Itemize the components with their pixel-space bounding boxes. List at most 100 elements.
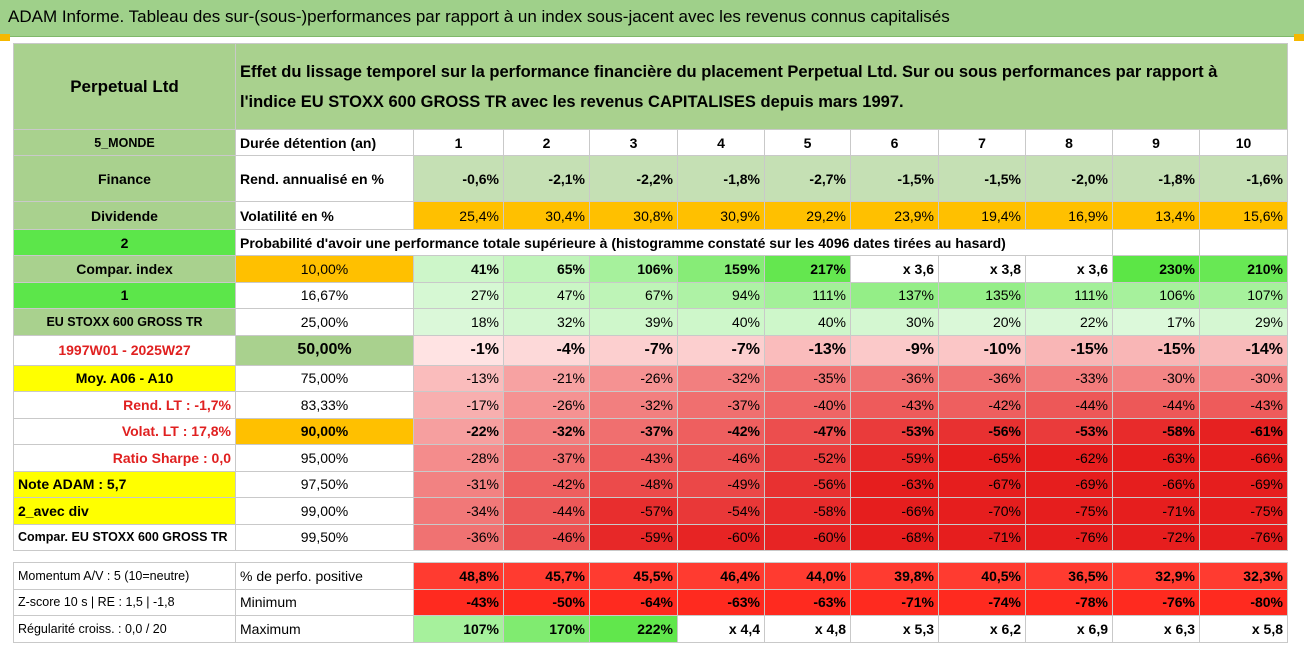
vol-value: 13,4%	[1112, 201, 1200, 230]
distribution-cell: -36%	[413, 523, 504, 551]
performance-table-container: Perpetual Ltd Effet du lissage temporel …	[13, 43, 1288, 643]
two-cell: 2	[13, 229, 236, 256]
distribution-cell: -62%	[1025, 444, 1113, 472]
distribution-cell: -76%	[1025, 523, 1113, 551]
perfo_positive-value: 48,8%	[413, 562, 504, 590]
distribution-cell: 41%	[413, 255, 504, 283]
spacer-cell	[1025, 550, 1113, 563]
performance-table: Perpetual Ltd Effet du lissage temporel …	[13, 43, 1288, 643]
rend-label: Rend. annualisé en %	[235, 155, 414, 202]
vol-value: 15,6%	[1199, 201, 1288, 230]
distribution-cell: -47%	[764, 417, 851, 445]
spacer-cell	[503, 550, 590, 563]
percentile-label: 97,50%	[235, 470, 414, 498]
distribution-cell: 135%	[938, 281, 1026, 309]
period-cell: 1997W01 - 2025W27	[13, 334, 236, 366]
distribution-cell: -30%	[1199, 364, 1288, 392]
distribution-cell: -26%	[589, 364, 678, 392]
minimum-value: -63%	[677, 588, 765, 616]
distribution-cell: 40%	[764, 308, 851, 336]
rend-value: -2,0%	[1025, 155, 1113, 202]
avec-div-cell: 2_avec div	[13, 497, 236, 525]
year-header-7: 7	[938, 129, 1026, 156]
perfo_positive-value: 45,7%	[503, 562, 590, 590]
index-name-cell: EU STOXX 600 GROSS TR	[13, 308, 236, 336]
percentile-label: 10,00%	[235, 255, 414, 283]
distribution-cell: -33%	[1025, 364, 1113, 392]
maximum-value: 222%	[589, 615, 678, 643]
distribution-cell: 39%	[589, 308, 678, 336]
distribution-cell: -75%	[1025, 497, 1113, 525]
minimum-label: Minimum	[235, 588, 414, 616]
compar-full-cell: Compar. EU STOXX 600 GROSS TR	[13, 523, 236, 551]
distribution-cell: 20%	[938, 308, 1026, 336]
distribution-cell: -58%	[1112, 417, 1200, 445]
maximum-value: x 5,8	[1199, 615, 1288, 643]
maximum-value: 107%	[413, 615, 504, 643]
distribution-cell: -17%	[413, 391, 504, 419]
banner-corner-right	[1294, 34, 1304, 41]
distribution-cell: -71%	[938, 523, 1026, 551]
year-header-5: 5	[764, 129, 851, 156]
year-header-3: 3	[589, 129, 678, 156]
perfo_positive-value: 46,4%	[677, 562, 765, 590]
distribution-cell: -75%	[1199, 497, 1288, 525]
dividend-cell: Dividende	[13, 201, 236, 230]
spacer-cell	[1112, 550, 1200, 563]
minimum-value: -76%	[1112, 588, 1200, 616]
distribution-cell: 106%	[1112, 281, 1200, 309]
perfo_positive-value: 39,8%	[850, 562, 939, 590]
rend-value: -2,7%	[764, 155, 851, 202]
year-header-9: 9	[1112, 129, 1200, 156]
sector-cell: Finance	[13, 155, 236, 202]
distribution-cell: -32%	[589, 391, 678, 419]
distribution-cell: 230%	[1112, 255, 1200, 283]
distribution-cell: -57%	[589, 497, 678, 525]
distribution-cell: 107%	[1199, 281, 1288, 309]
vol-value: 30,4%	[503, 201, 590, 230]
distribution-cell: 106%	[589, 255, 678, 283]
spacer-cell	[938, 550, 1026, 563]
perfo_positive-value: 44,0%	[764, 562, 851, 590]
distribution-cell: -44%	[503, 497, 590, 525]
distribution-cell: 65%	[503, 255, 590, 283]
distribution-cell: -9%	[850, 334, 939, 366]
distribution-cell: -48%	[589, 470, 678, 498]
distribution-cell: -63%	[1112, 444, 1200, 472]
distribution-cell: -54%	[677, 497, 765, 525]
blank-cell	[1199, 229, 1288, 256]
perfo_positive-value: 45,5%	[589, 562, 678, 590]
spacer-cell	[677, 550, 765, 563]
title-banner: ADAM Informe. Tableau des sur-(sous-)per…	[0, 0, 1304, 37]
distribution-cell: -10%	[938, 334, 1026, 366]
year-header-8: 8	[1025, 129, 1113, 156]
distribution-cell: 32%	[503, 308, 590, 336]
rend-lt-cell: Rend. LT : -1,7%	[13, 391, 236, 419]
distribution-cell: 47%	[503, 281, 590, 309]
distribution-cell: -56%	[938, 417, 1026, 445]
distribution-cell: -4%	[503, 334, 590, 366]
distribution-cell: -1%	[413, 334, 504, 366]
distribution-cell: -14%	[1199, 334, 1288, 366]
percentile-label: 99,00%	[235, 497, 414, 525]
spacer-cell	[235, 550, 414, 563]
maximum-value: x 6,3	[1112, 615, 1200, 643]
perfo_positive-value: 40,5%	[938, 562, 1026, 590]
distribution-cell: -37%	[503, 444, 590, 472]
distribution-cell: 94%	[677, 281, 765, 309]
percentile-label: 83,33%	[235, 391, 414, 419]
distribution-cell: -67%	[938, 470, 1026, 498]
spacer-cell	[589, 550, 678, 563]
spacer-cell	[850, 550, 939, 563]
distribution-cell: -37%	[677, 391, 765, 419]
percentile-label: 90,00%	[235, 417, 414, 445]
distribution-cell: -7%	[677, 334, 765, 366]
description-line-2: l'indice EU STOXX 600 GROSS TR avec les …	[240, 92, 904, 111]
distribution-cell: -30%	[1112, 364, 1200, 392]
percentile-label: 75,00%	[235, 364, 414, 392]
distribution-cell: -60%	[677, 523, 765, 551]
distribution-cell: -15%	[1112, 334, 1200, 366]
distribution-cell: -31%	[413, 470, 504, 498]
distribution-cell: -76%	[1199, 523, 1288, 551]
zscore-cell: Z-score 10 s | RE : 1,5 | -1,8	[13, 588, 236, 616]
